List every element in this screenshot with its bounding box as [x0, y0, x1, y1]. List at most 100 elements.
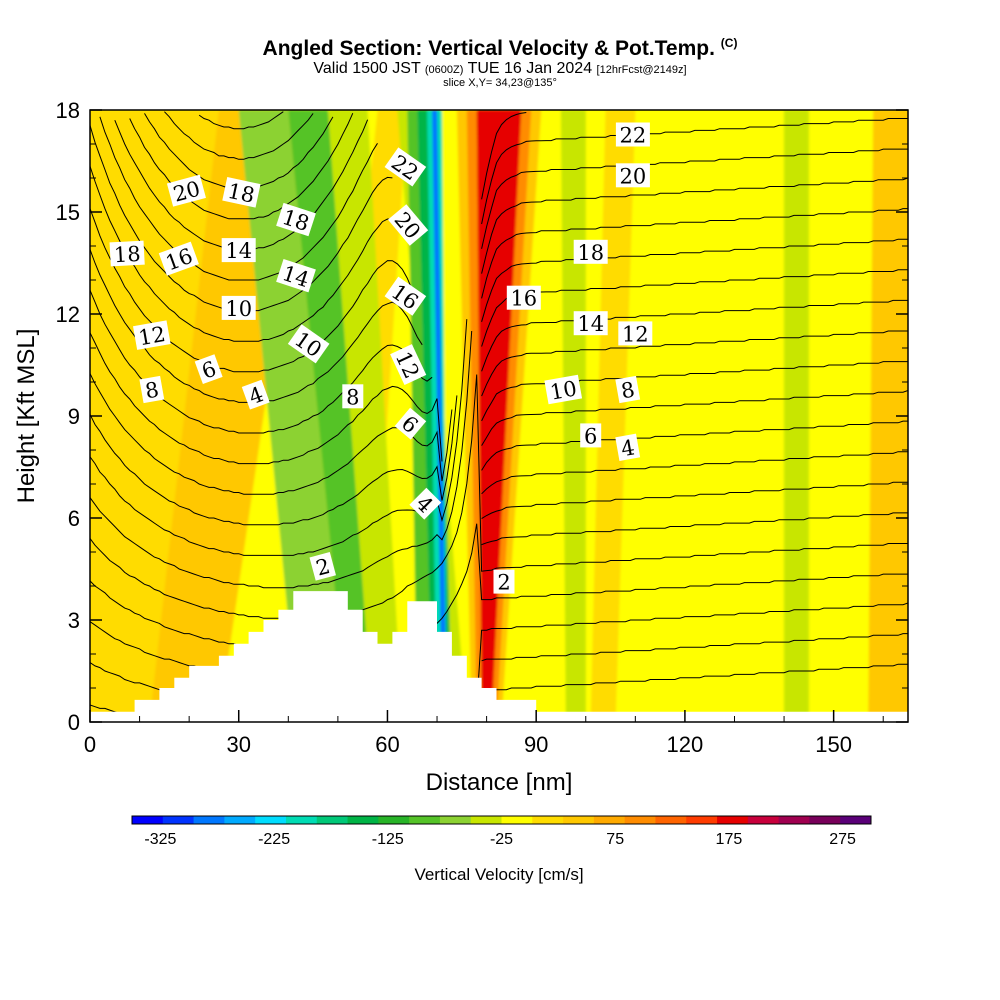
- colorbar-swatch: [285, 816, 318, 824]
- colorbar-tick-label: -325: [144, 831, 176, 848]
- contour-label-text: 2: [313, 554, 332, 581]
- contour-label-bg: [394, 407, 427, 440]
- contour-label-31: 2: [493, 569, 515, 595]
- chart-subtitle: Valid 1500 JST (0600Z) TUE 16 Jan 2024 […: [0, 60, 1000, 78]
- contour-label-text: 14: [577, 312, 604, 336]
- theta-contour-15: [90, 208, 908, 373]
- y-axis: 0 3 6 9 12 15 18: [56, 98, 908, 735]
- contour-label-21: 6: [194, 354, 223, 385]
- contour-label-bg: [309, 552, 336, 581]
- colorbar-swatch: [162, 816, 194, 824]
- x-tick-label: 60: [375, 732, 399, 757]
- y-axis-title: Height [Kft MSL]: [13, 329, 40, 504]
- contour-label-2: 18: [276, 202, 316, 237]
- y-tick-label: 3: [68, 608, 80, 633]
- velocity-bands: [90, 110, 908, 722]
- contour-label-bg: [390, 344, 427, 386]
- colorbar-swatch: [593, 816, 626, 824]
- contour-label-27: 6: [580, 423, 602, 448]
- chart-title-tag: (C): [720, 36, 738, 50]
- colorbar-swatch: [316, 816, 348, 824]
- colorbar-swatch: [224, 816, 256, 824]
- contour-label-1: 18: [222, 177, 261, 208]
- velocity-band-20: [868, 110, 908, 722]
- contour-label-text: 8: [143, 378, 160, 404]
- terrain-fill: [90, 591, 908, 722]
- contour-label-25: 8: [615, 375, 641, 404]
- contour-label-bg: [241, 379, 270, 410]
- theta-contour-10: [90, 395, 908, 526]
- colorbar-swatch: [717, 816, 749, 824]
- velocity-band-18: [590, 110, 636, 722]
- colorbar-tick-label: 75: [606, 831, 624, 848]
- theta-contour-12: [90, 332, 908, 465]
- x-axis-title: Distance [nm]: [426, 769, 573, 796]
- contour-label-22: 4: [241, 379, 270, 410]
- contour-label-text: 10: [548, 376, 578, 404]
- slice-info: slice X,Y= 34,23@135°: [443, 77, 557, 89]
- colorbar-tick-label: 175: [716, 831, 743, 848]
- colorbar-swatch: [686, 816, 718, 824]
- contour-label-18: 12: [618, 321, 653, 346]
- contour-label-bg: [222, 177, 261, 208]
- contour-label-3: 22: [384, 147, 427, 187]
- theta-contour-23: [198, 111, 284, 130]
- contour-label-text: 16: [510, 287, 537, 311]
- colorbar: -325 -225 -125 -25 75 175 275: [131, 815, 872, 848]
- contour-label-14: 10: [221, 295, 256, 321]
- contour-label-text: 12: [622, 322, 649, 346]
- colorbar-frame: [131, 815, 872, 825]
- contour-label-text: 8: [619, 378, 636, 404]
- contour-label-bg: [276, 202, 316, 237]
- contour-label-bg: [384, 147, 427, 187]
- contour-label-bg: [387, 204, 429, 246]
- contour-label-bg: [615, 163, 650, 188]
- theta-contour-8: [90, 330, 908, 589]
- theta-contour-9: [90, 319, 908, 556]
- contour-label-bg: [166, 174, 206, 207]
- contour-label-bg: [544, 374, 583, 405]
- colorbar-swatch: [439, 816, 472, 824]
- contour-label-text: 20: [620, 164, 647, 188]
- theta-contour-11: [90, 373, 908, 495]
- theta-contour-18: [99, 116, 908, 299]
- contour-label-bg: [158, 241, 199, 276]
- subtitle-utc: (0600Z): [424, 64, 464, 76]
- colorbar-swatch: [747, 816, 780, 824]
- y-tick-label: 12: [56, 302, 80, 327]
- contour-label-30: 2: [309, 552, 336, 581]
- contour-label-bg: [133, 320, 171, 350]
- contour-label-bg: [139, 375, 165, 404]
- contour-label-text: 18: [577, 241, 604, 265]
- colorbar-swatch: [347, 816, 379, 824]
- colorbar-tick-label: -225: [258, 831, 290, 848]
- colorbar-tick-label: -25: [490, 831, 513, 848]
- contour-label-text: 6: [584, 424, 597, 448]
- colorbar-swatch: [255, 816, 287, 824]
- contour-label-bg: [615, 433, 641, 461]
- colorbar-title: Vertical Velocity [cm/s]: [414, 865, 583, 884]
- y-tick-label: 0: [68, 710, 80, 735]
- colorbar-swatch: [624, 816, 656, 824]
- colorbar-swatch: [563, 816, 595, 824]
- contour-label-bg: [618, 321, 653, 346]
- contour-label-bg: [573, 239, 608, 264]
- velocity-band-13: [432, 110, 447, 722]
- y-tick-label: 6: [68, 506, 80, 531]
- subtitle-date: TUE 16 Jan 2024: [467, 60, 593, 77]
- contour-label-6: 18: [109, 240, 145, 267]
- colorbar-swatch: [778, 816, 810, 824]
- contour-label-bg: [493, 569, 515, 594]
- y-tick-label: 18: [56, 98, 80, 123]
- colorbar-swatch: [409, 816, 441, 824]
- colorbar-swatch: [193, 816, 225, 824]
- contour-label-16: 12: [133, 320, 171, 350]
- contour-label-4: 22: [615, 122, 650, 148]
- colorbar-tick-label: -125: [372, 831, 404, 848]
- velocity-band-16: [476, 110, 522, 722]
- contour-label-bg: [573, 311, 608, 336]
- contour-label-bg: [384, 276, 427, 316]
- contour-label-bg: [506, 285, 541, 310]
